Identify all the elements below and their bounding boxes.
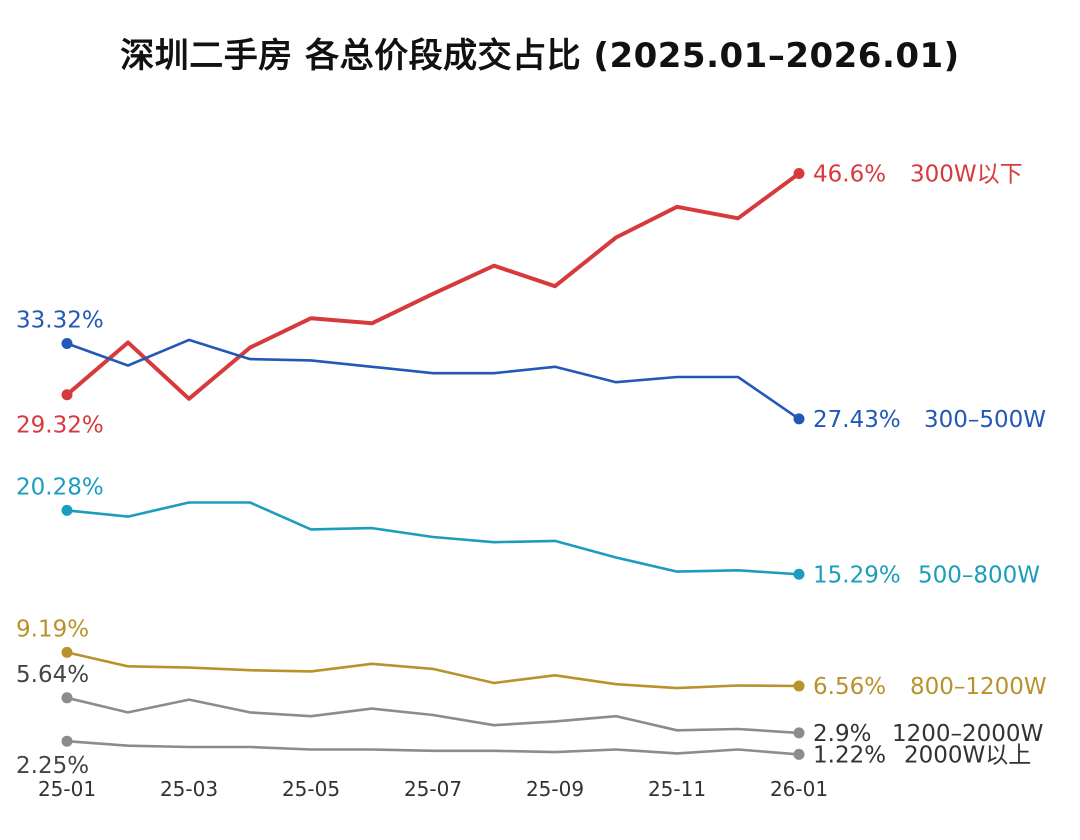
x-tick-label: 25-09 <box>526 777 584 801</box>
series-0-end-label: 46.6% <box>813 162 886 188</box>
series-2-end-label: 15.29% <box>813 562 901 588</box>
series-2-name-label: 500–800W <box>918 562 1040 588</box>
series-3-end-marker <box>793 680 805 692</box>
x-tick-label: 25-01 <box>38 777 96 801</box>
series-5-start-marker <box>61 735 73 747</box>
series-4-name-label: 1200–2000W <box>892 721 1043 747</box>
series-0-name-label: 300W以下 <box>910 162 1023 188</box>
x-axis: 25-01 25-03 25-05 25-07 25-09 25-11 26-01 <box>38 777 828 801</box>
series-3-end-label: 6.56% <box>813 674 886 700</box>
series-1-line <box>65 338 801 421</box>
series-5-name-label: 2000W以上 <box>904 742 1031 768</box>
series-4-line <box>65 696 801 735</box>
series-1-start-label: 33.32% <box>16 308 104 334</box>
series-3-group: 9.19% 6.56% 800–1200W <box>16 616 1047 700</box>
series-4-group: 5.64% 2.9% 1200–2000W <box>16 662 1043 747</box>
series-1-end-label: 27.43% <box>813 407 901 433</box>
series-2-start-label: 20.28% <box>16 474 104 500</box>
series-5-end-marker <box>793 748 805 760</box>
x-tick-label: 26-01 <box>770 777 828 801</box>
series-2-line <box>65 501 801 576</box>
series-4-end-label: 2.9% <box>813 721 871 747</box>
x-tick-label: 25-11 <box>648 777 706 801</box>
series-0-line <box>65 171 801 401</box>
series-1-name-label: 300–500W <box>924 407 1046 433</box>
x-tick-label: 25-03 <box>160 777 218 801</box>
series-5-line <box>65 739 801 756</box>
series-2-start-marker <box>61 504 73 516</box>
series-4-start-label: 5.64% <box>16 662 89 688</box>
series-4-end-marker <box>793 727 805 739</box>
series-3-line <box>65 651 801 690</box>
series-1-start-marker <box>61 338 73 350</box>
series-3-start-marker <box>61 646 73 658</box>
series-5-group: 2.25% 1.22% 2000W以上 <box>16 735 1031 779</box>
series-4-start-marker <box>61 692 73 704</box>
series-0-start-marker <box>61 389 73 401</box>
chart-title: 深圳二手房 各总价段成交占比 (2025.01–2026.01) <box>120 36 960 76</box>
series-1-group: 33.32% 27.43% 300–500W <box>16 308 1046 433</box>
series-0-end-marker <box>793 168 805 180</box>
series-0-start-label: 29.32% <box>16 413 104 439</box>
series-3-name-label: 800–1200W <box>910 674 1047 700</box>
series-2-end-marker <box>793 568 805 580</box>
x-tick-label: 25-05 <box>282 777 340 801</box>
series-0-group: 29.32% 46.6% 300W以下 <box>16 162 1023 439</box>
series-3-start-label: 9.19% <box>16 616 89 642</box>
series-5-end-label: 1.22% <box>813 742 886 768</box>
series-5-start-label: 2.25% <box>16 753 89 779</box>
series-1-end-marker <box>793 413 805 425</box>
x-tick-label: 25-07 <box>404 777 462 801</box>
series-2-group: 20.28% 15.29% 500–800W <box>16 474 1040 588</box>
